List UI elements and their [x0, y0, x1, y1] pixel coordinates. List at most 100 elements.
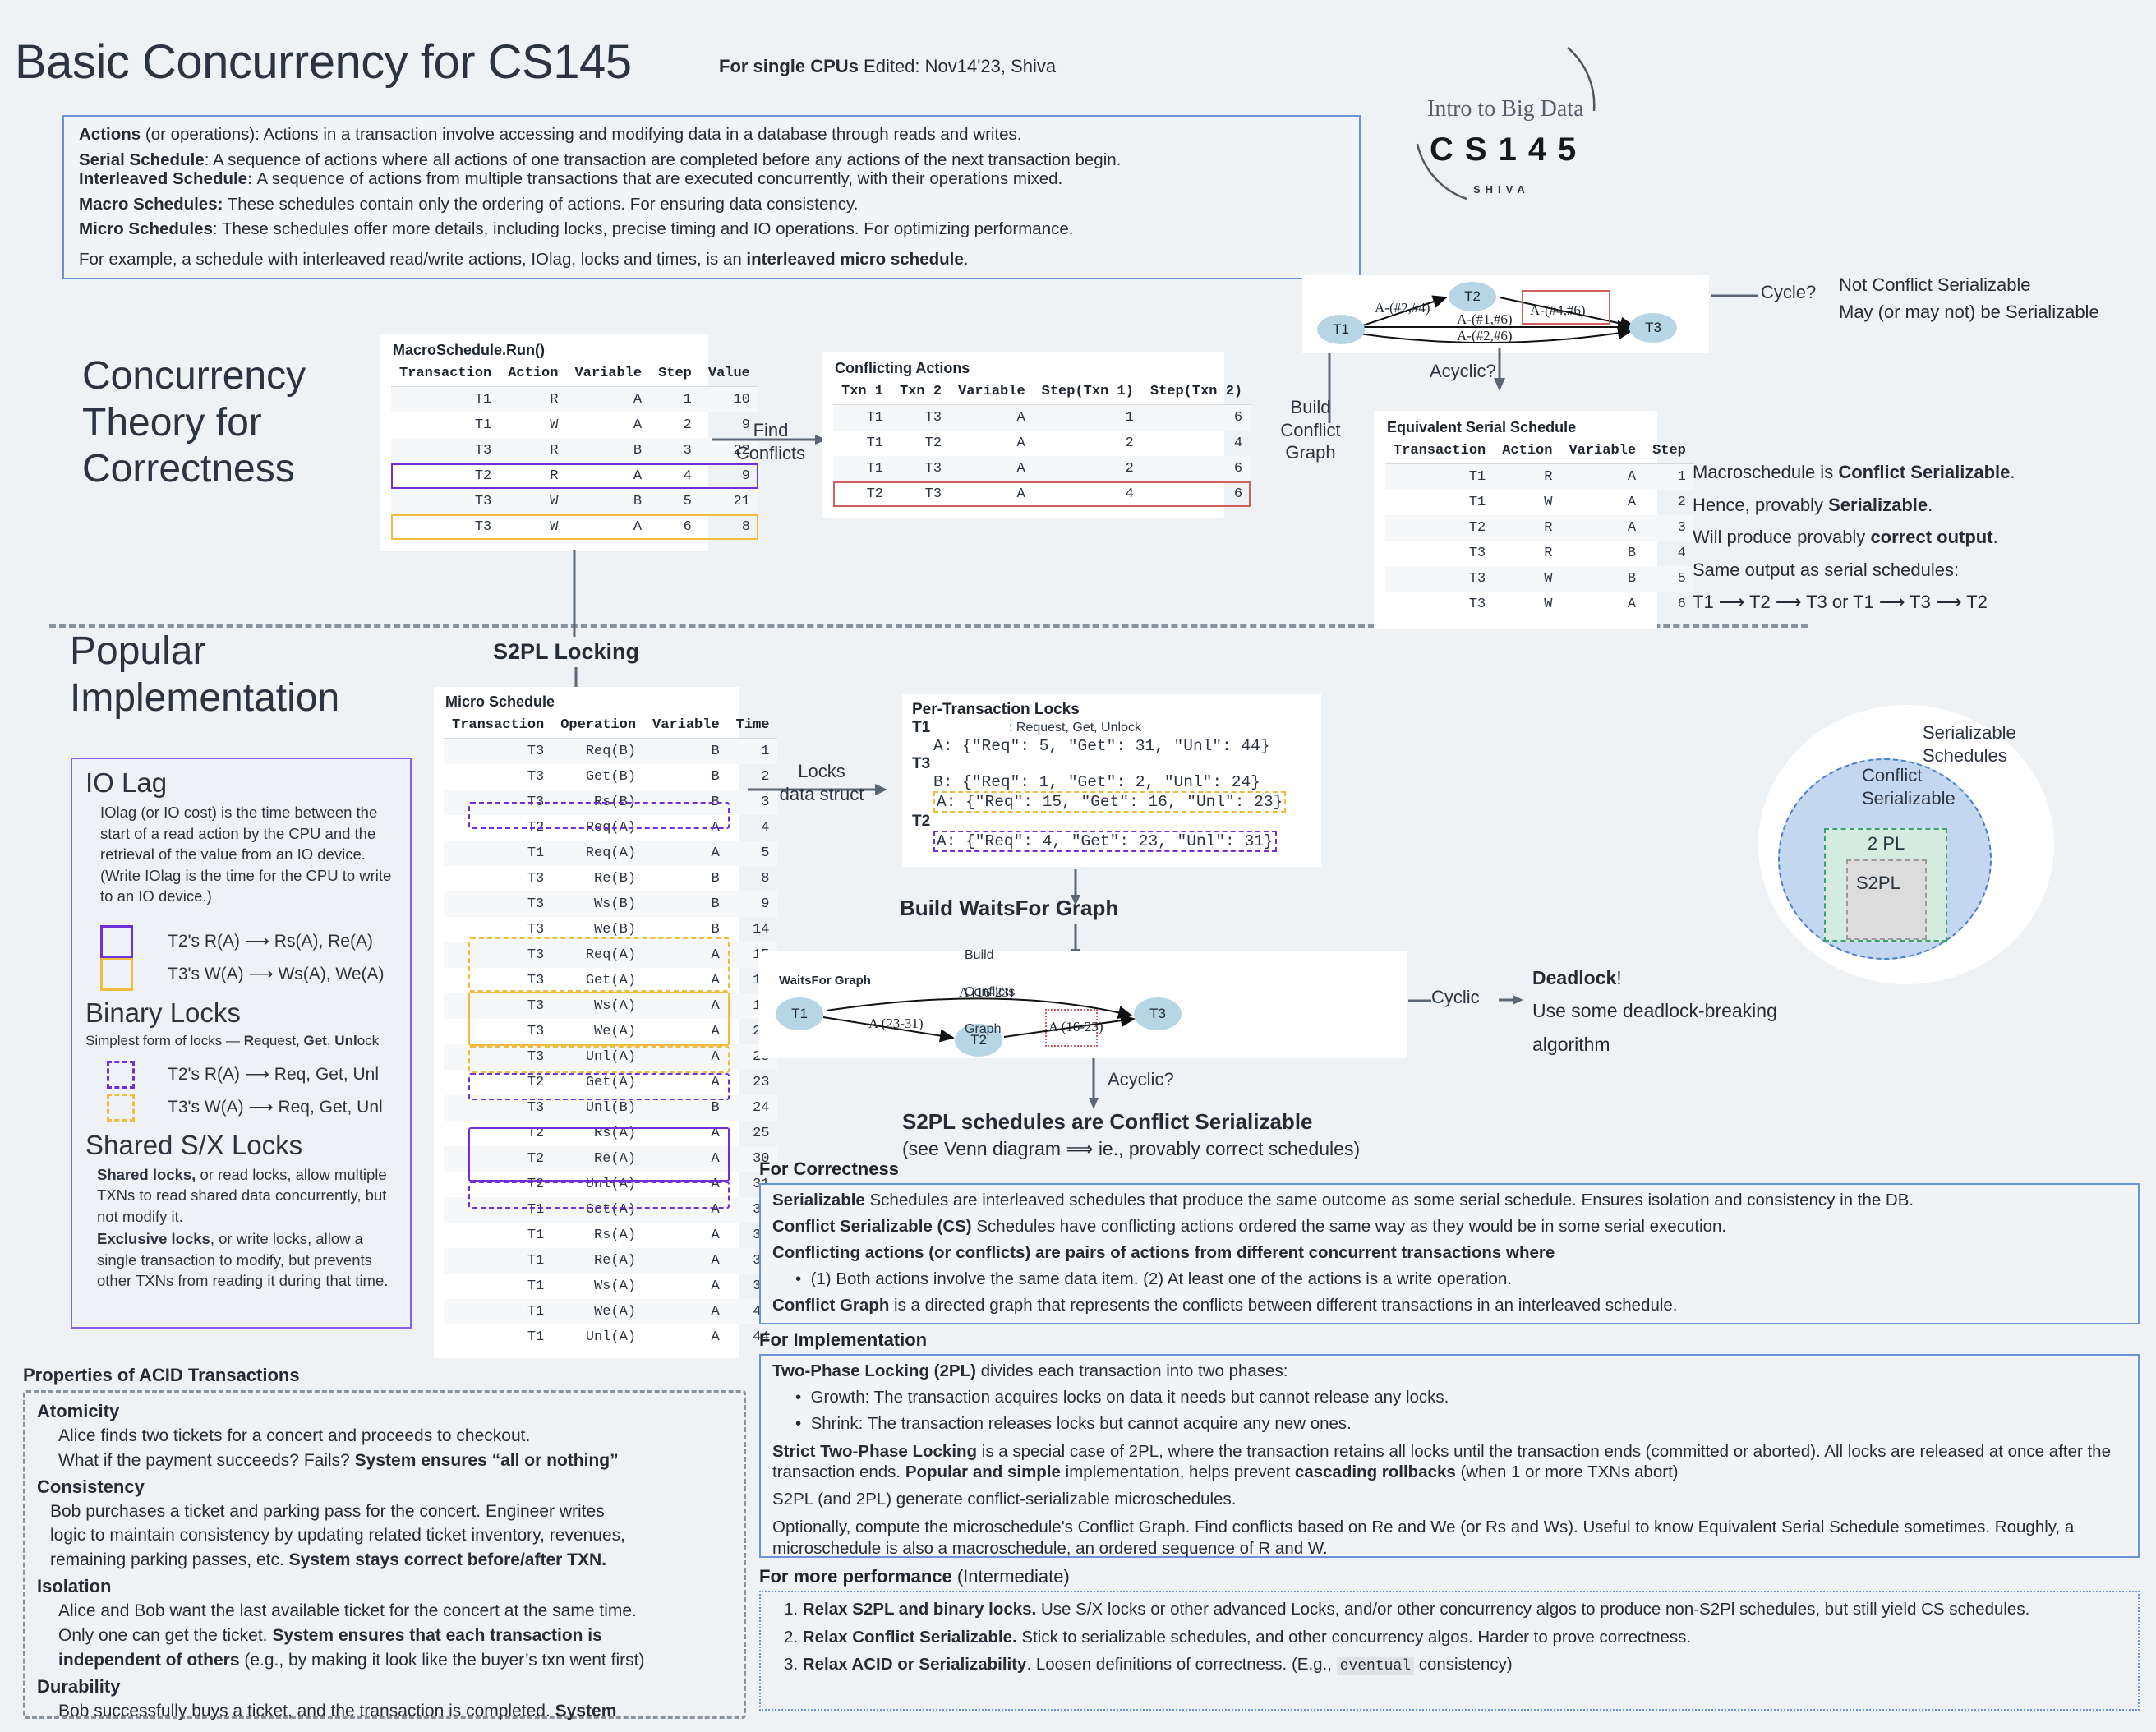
node-label: T3: [1149, 1006, 1166, 1021]
text-micro: : These schedules offer more details, in…: [212, 219, 1074, 238]
conflict-edge-label-3: A-(#1,#6): [1457, 311, 1513, 327]
cell: 6: [650, 514, 700, 540]
micro-schedule-table: Micro Schedule Transaction Operation Var…: [444, 693, 778, 1350]
cell: 2: [1677, 495, 1686, 510]
lock-entry-t3-a: A: {"Req": 15, "Get": 16, "Unl": 23}: [933, 791, 1287, 813]
col-step: Step: [650, 364, 700, 387]
subtitle-rest: Edited: Nov14'23, Shiva: [858, 56, 1057, 76]
text-macro: These schedules contain only the orderin…: [223, 194, 859, 214]
cell: R: [500, 463, 566, 489]
t: Bob purchases a ticket and parking pass …: [50, 1501, 605, 1521]
venn-outer-label: Serializable Schedules: [1923, 721, 2016, 767]
conflict-edge-label-2: A-(#4,#6): [1530, 302, 1586, 318]
col-txn1: Txn 1: [833, 382, 892, 405]
cell: 30: [727, 1146, 778, 1172]
build-waitsfor-label: Build WaitsFor Graph: [900, 896, 1119, 920]
impl-optional: Optionally, compute the microschedule's …: [772, 1518, 2075, 1558]
cell: R: [500, 438, 567, 463]
definition-macro: Macro Schedules: These schedules contain…: [79, 196, 1344, 214]
t: Stick to serializable schedules, and oth…: [1016, 1627, 1692, 1647]
micro-schedule-card: Micro Schedule Transaction Operation Var…: [434, 687, 778, 1358]
cyclic-connector: [1408, 996, 1433, 1006]
cell: 21: [699, 489, 758, 514]
cell: T2: [527, 820, 545, 836]
cell: A: [711, 1228, 720, 1243]
t: Hence, provably: [1693, 494, 1829, 515]
cell: 4: [1677, 546, 1686, 561]
cell: T2: [1385, 515, 1495, 541]
s2pl-conclusion-line2: (see Venn diagram ⟹ ie., provably correc…: [902, 1138, 1361, 1159]
acid-heading-consistency: Consistency: [37, 1476, 145, 1497]
cell: T1: [444, 1248, 553, 1274]
b: System: [555, 1701, 617, 1720]
col-transaction: Transaction: [444, 716, 553, 739]
correctness-p4: Conflict Graph is a directed graph that …: [772, 1296, 2126, 1315]
t: or read locks, allow multiple TXNs to re…: [97, 1165, 387, 1225]
t: . Loosen definitions of correctness. (E.…: [1026, 1655, 1337, 1674]
cell: B: [644, 891, 728, 917]
col-time: Time: [727, 716, 778, 739]
logo-arc-icon: [1416, 47, 1596, 200]
table-row: T3 W B 5 21: [391, 489, 758, 514]
table-row: T2 Get(A) A 23: [444, 1070, 777, 1095]
table-row: T3 W A 6: [1385, 592, 1694, 617]
term-interleaved: Interleaved Schedule:: [79, 169, 253, 188]
arrow-right-icon: [748, 784, 887, 795]
cell: B: [566, 489, 651, 514]
cell: 3: [1644, 515, 1694, 541]
venn-s2pl-box: [1846, 859, 1927, 940]
cell: T3: [444, 942, 553, 968]
conflict-edge-highlight-box: [1522, 290, 1610, 325]
cell: A: [1627, 495, 1637, 510]
node-label: T1: [791, 1006, 808, 1021]
cell: R: [1494, 515, 1561, 541]
venn-2pl-label: 2 PL: [1868, 833, 1905, 854]
term-macro: Macro Schedules:: [79, 194, 223, 214]
cell: W: [1544, 495, 1553, 510]
cell: B: [1627, 546, 1637, 561]
b: Two-Phase Locking (2PL): [772, 1361, 976, 1380]
node-label: T3: [1645, 320, 1661, 335]
locks-arrow: [748, 779, 887, 800]
t: .: [1928, 494, 1933, 515]
table-row: T1 R A 1 10: [391, 386, 758, 412]
correctness-p3: Conflicting actions (or conflicts) are p…: [772, 1243, 2126, 1263]
col-variable: Variable: [566, 364, 651, 387]
impl-strict: Strict Two-Phase Locking is a special ca…: [772, 1441, 2126, 1483]
cell: A: [566, 386, 651, 412]
cell: W: [500, 489, 567, 514]
b: correct output: [1870, 527, 1993, 548]
equivalent-serial-card: Equivalent Serial Schedule Transaction A…: [1374, 411, 1694, 629]
definition-interleaved: Interleaved Schedule: A sequence of acti…: [79, 169, 1344, 188]
b: Conflict Serializable: [1838, 462, 2011, 482]
t: (when 1 or more TXNs abort): [1455, 1463, 1679, 1482]
cell: T1: [833, 404, 892, 431]
lock-entry-t1-a: A: {"Req": 5, "Get": 31, "Unl": 44}: [933, 737, 1270, 755]
b: Relax Conflict Serializable.: [802, 1627, 1017, 1647]
correctness-p1: Serializable Schedules are interleaved s…: [772, 1191, 2126, 1210]
table-row-highlighted-purple: T2 R A 4 9: [391, 463, 758, 489]
deadlock-bang: !: [1616, 967, 1622, 988]
conflict-edge-label-4: A-(#2,#6): [1457, 328, 1513, 343]
waitsfor-edge-label-2: A (23-31): [868, 1016, 924, 1031]
find-conflicts-label: Find Conflicts: [721, 419, 820, 464]
locks-data-struct-label: Locks data struct: [764, 760, 879, 805]
col-action: Action: [1494, 441, 1561, 464]
col-variable: Variable: [1560, 441, 1645, 464]
cell: A: [950, 456, 1034, 481]
impl-s2pl: S2PL (and 2PL) generate conflict-seriali…: [772, 1490, 1237, 1509]
serializable-line-3: Will produce provably correct output.: [1693, 521, 2015, 554]
table-row: T3 R B 3 22: [391, 438, 758, 463]
cell: T3: [444, 738, 553, 764]
cell: T3: [444, 790, 553, 815]
acid-heading-isolation: Isolation: [37, 1576, 112, 1597]
t: 2.: [784, 1627, 803, 1647]
cell: T1: [391, 386, 500, 412]
cell: A: [644, 1044, 728, 1070]
cell: T3: [391, 438, 500, 463]
table-row: T1 R A 1: [1385, 463, 1694, 490]
b: Serializable: [772, 1191, 865, 1209]
cell: We(A): [594, 1024, 637, 1039]
cell: A: [644, 1197, 728, 1223]
